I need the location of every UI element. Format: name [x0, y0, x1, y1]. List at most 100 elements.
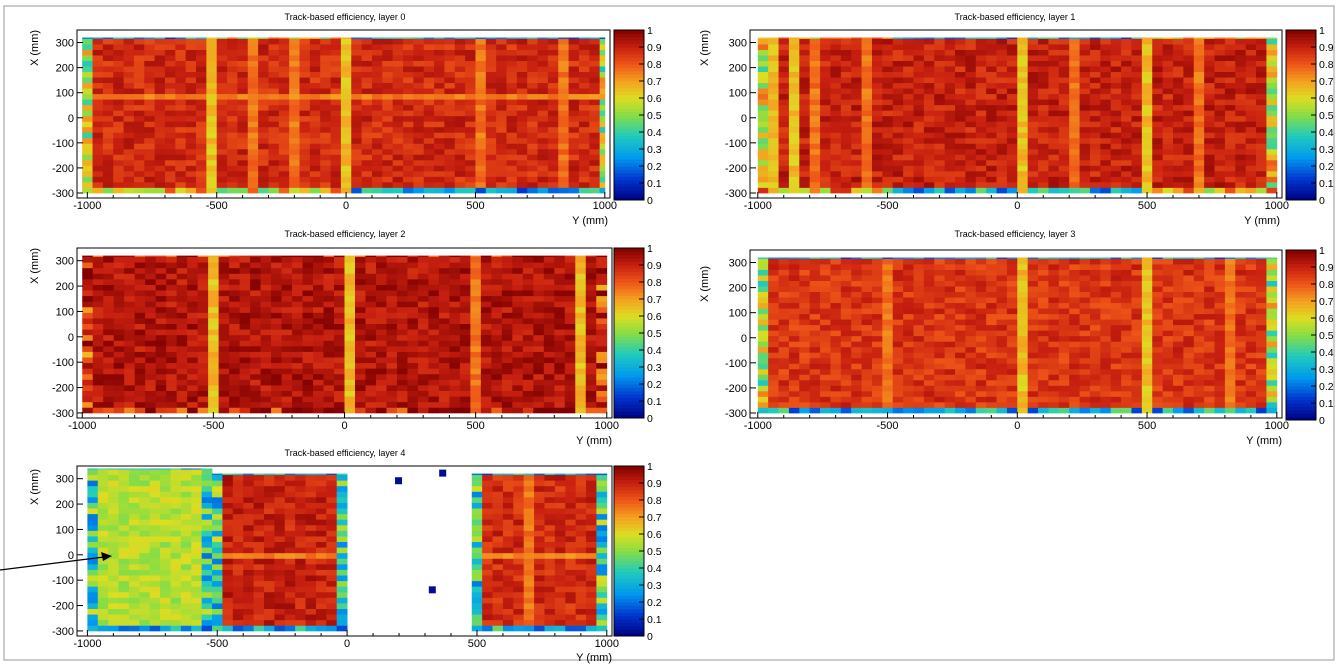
heatmap-cell	[1038, 137, 1049, 144]
heatmap-cell	[913, 93, 925, 100]
heatmap-cell	[82, 407, 94, 414]
heatmap-cell	[955, 110, 966, 117]
heatmap-cell	[278, 44, 290, 50]
heatmap-cell	[187, 362, 199, 369]
heatmap-cell	[176, 267, 188, 274]
heatmap-cell	[830, 143, 842, 150]
heatmap-cell	[527, 60, 538, 67]
heatmap-cell	[216, 115, 228, 122]
heatmap-cell	[851, 71, 862, 78]
heatmap-cell	[344, 390, 356, 397]
heatmap-cell	[501, 362, 513, 369]
heatmap-cell	[501, 323, 513, 330]
heatmap-cell	[1224, 159, 1236, 166]
heatmap-cell	[585, 390, 597, 397]
heatmap-cell	[944, 143, 956, 150]
color-bar-swatch	[614, 275, 644, 280]
heatmap-cell	[485, 71, 497, 78]
heatmap-cell	[417, 256, 429, 263]
heatmap-cell	[799, 37, 811, 39]
heatmap-cell	[537, 71, 549, 78]
heatmap-cell	[309, 115, 321, 122]
heatmap-cell	[543, 362, 555, 369]
heatmap-cell	[506, 49, 518, 56]
heatmap-cell	[1110, 82, 1122, 89]
heatmap-cell	[768, 121, 779, 128]
heatmap-cell	[512, 373, 524, 380]
heatmap-cell	[354, 345, 366, 352]
heatmap-cell	[851, 38, 862, 45]
heatmap-cell	[496, 170, 507, 177]
heatmap-cell	[892, 176, 904, 183]
heatmap-cell	[923, 49, 935, 56]
heatmap-cell	[1006, 37, 1018, 39]
heatmap-cell	[206, 137, 218, 144]
heatmap-cell	[82, 38, 93, 45]
heatmap-cell	[258, 126, 269, 133]
color-bar-swatch	[614, 312, 644, 317]
color-bar-tick-label: 0.4	[647, 127, 662, 139]
heatmap-cell	[501, 301, 513, 308]
heatmap-cell	[537, 143, 549, 150]
heatmap-cell	[281, 334, 293, 341]
heatmap-cell	[313, 267, 324, 274]
heatmap-cell	[124, 340, 136, 347]
heatmap-cell	[92, 385, 104, 391]
heatmap-cell	[123, 60, 135, 67]
heatmap-cell	[522, 357, 534, 364]
heatmap-cell	[292, 301, 303, 308]
heatmap-cell	[547, 176, 559, 183]
heatmap-cell	[155, 306, 167, 313]
heatmap-cell	[840, 341, 852, 348]
heatmap-cell	[413, 121, 425, 128]
heatmap-cell	[547, 88, 559, 95]
heatmap-cell	[351, 38, 363, 45]
heatmap-cell	[413, 176, 425, 183]
heatmap-cell	[830, 181, 842, 188]
heatmap-cell	[417, 385, 429, 391]
heatmap-cell	[289, 49, 300, 56]
heatmap-cell	[491, 373, 503, 380]
heatmap-cell	[289, 99, 300, 106]
heatmap-cell	[1173, 71, 1184, 78]
heatmap-cell	[1224, 44, 1236, 50]
heatmap-cell	[1100, 99, 1112, 106]
heatmap-cell	[281, 295, 293, 302]
heatmap-cell	[459, 312, 471, 319]
heatmap-cell	[465, 165, 476, 172]
color-bar-swatch	[614, 397, 644, 402]
heatmap-cell	[1058, 71, 1070, 78]
heatmap-cell	[533, 306, 545, 313]
heatmap-cell	[123, 181, 135, 188]
heatmap-cell	[585, 407, 597, 414]
heatmap-cell	[558, 38, 570, 45]
heatmap-cell	[309, 71, 321, 78]
heatmap-cell	[1100, 165, 1112, 172]
heatmap-cell	[996, 170, 1008, 177]
heatmap-cell	[788, 368, 800, 375]
heatmap-cell	[292, 401, 303, 408]
color-bar-swatch	[614, 384, 644, 388]
color-bar-swatch	[1286, 64, 1316, 68]
heatmap-cell	[475, 154, 487, 161]
heatmap-cell	[330, 99, 342, 106]
heatmap-cell	[1027, 187, 1039, 194]
color-bar-swatch	[1286, 30, 1316, 34]
heatmap-cell	[501, 295, 513, 302]
heatmap-cell	[361, 110, 373, 117]
heatmap-cell	[1048, 187, 1060, 194]
heatmap-cell	[830, 346, 842, 353]
heatmap-cell	[1069, 60, 1080, 67]
heatmap-cell	[788, 269, 800, 276]
heatmap-cell	[799, 115, 811, 122]
heatmap-cell	[934, 170, 946, 177]
heatmap-cell	[585, 312, 597, 319]
heatmap-cell	[975, 55, 987, 61]
heatmap-cell	[187, 312, 199, 319]
heatmap-cell	[176, 362, 188, 369]
heatmap-cell	[154, 60, 166, 67]
heatmap-cell	[768, 330, 779, 337]
heatmap-cell	[585, 278, 597, 285]
heatmap-cell	[1131, 181, 1143, 188]
heatmap-cell	[175, 37, 187, 39]
